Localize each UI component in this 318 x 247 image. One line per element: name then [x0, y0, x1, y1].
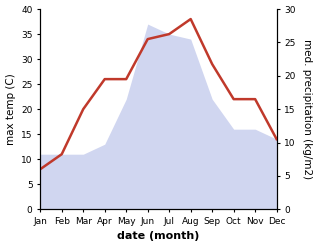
X-axis label: date (month): date (month) [117, 231, 200, 242]
Y-axis label: max temp (C): max temp (C) [5, 73, 16, 145]
Y-axis label: med. precipitation (kg/m2): med. precipitation (kg/m2) [302, 39, 313, 179]
